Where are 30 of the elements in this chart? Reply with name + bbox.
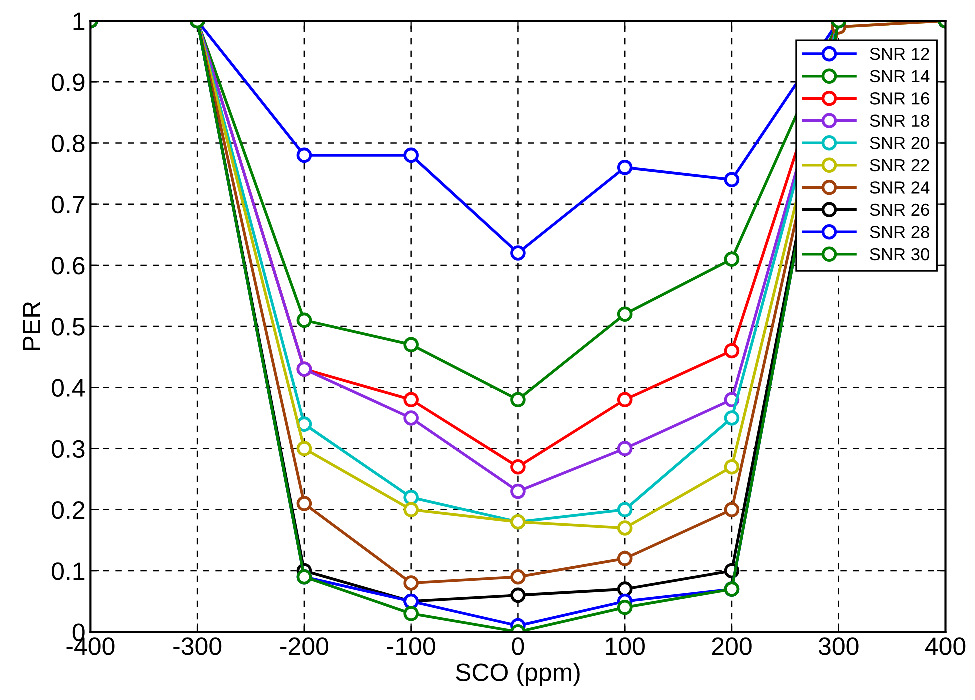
y-tick-label: 0.2 [52,501,85,520]
legend-label: SNR 26 [870,204,930,216]
y-tick-label: 0.7 [52,196,85,214]
x-tick-label: 400 [925,638,966,656]
y-tick-label: 1 [74,12,85,30]
x-tick-label: -300 [174,638,222,656]
x-tick-label: -200 [280,638,328,656]
x-tick-label: 0 [512,638,524,656]
legend-label: SNR 24 [870,182,930,194]
y-tick-label: 0.8 [52,134,85,153]
x-tick-label: -100 [387,638,436,656]
y-tick-label: 0.3 [52,440,85,458]
legend-label: SNR 14 [870,70,930,83]
y-tick-label: 0.4 [52,379,86,397]
x-tick-label: 300 [818,638,859,656]
y-tick-label: 0.1 [52,562,85,580]
legend-label: SNR 16 [870,92,930,105]
legend-label: SNR 18 [870,114,930,128]
y-tick-label: 0.6 [52,257,85,275]
legend-label: SNR 20 [870,137,930,150]
x-tick-label: 100 [606,638,645,656]
x-axis-title: SCO (ppm) [456,663,580,686]
legend-label: SNR 28 [870,226,930,238]
legend-label: SNR 30 [870,248,930,261]
legend-label: SNR 12 [870,48,930,60]
y-axis-title: PER [23,302,40,350]
y-tick-label: 0.9 [52,74,85,92]
legend-label: SNR 22 [870,159,930,172]
y-tick-label: 0.5 [52,318,85,336]
x-tick-label: 200 [712,638,752,656]
